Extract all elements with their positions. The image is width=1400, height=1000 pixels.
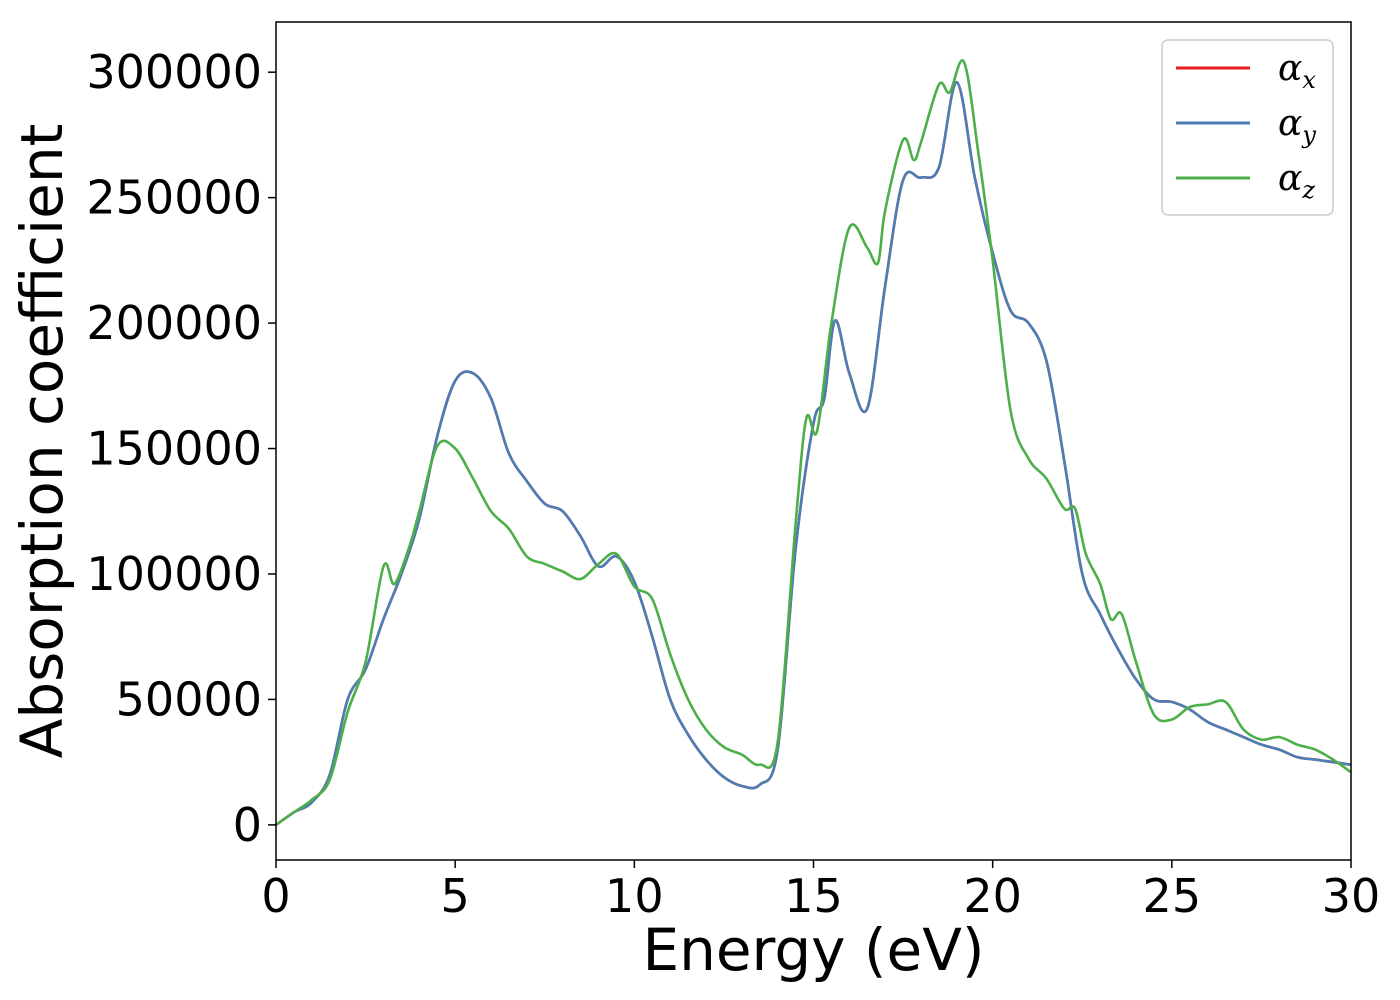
y-tick-label: 300000 (86, 45, 262, 99)
legend-box (1161, 39, 1334, 216)
x-tick-label: 15 (784, 869, 843, 923)
y-axis-ticks: 0 50000 100000 150000 200000 250000 300000 (86, 45, 276, 852)
y-tick-label: 150000 (86, 422, 262, 476)
y-tick-label: 0 (233, 798, 262, 852)
x-axis-ticks: 0 5 10 15 20 25 30 (261, 860, 1380, 923)
legend-label-y: αy (1278, 103, 1316, 149)
x-tick-label: 20 (963, 869, 1022, 923)
legend-label-x: αx (1278, 48, 1316, 94)
y-axis-label: Absorption coefficient (8, 124, 76, 759)
x-tick-label: 30 (1322, 869, 1381, 923)
x-tick-label: 25 (1143, 869, 1202, 923)
series-layer (275, 59, 1352, 826)
x-tick-label: 5 (441, 869, 470, 923)
y-tick-label: 100000 (86, 547, 262, 601)
legend: αx αy αz (1161, 39, 1334, 216)
y-tick-label: 50000 (116, 672, 262, 726)
x-tick-label: 0 (261, 869, 290, 923)
x-tick-label: 10 (605, 869, 664, 923)
x-axis-label: Energy (eV) (642, 916, 984, 984)
series-line-z (275, 59, 1352, 826)
series-line-y (275, 80, 1352, 826)
legend-label-z: αz (1278, 158, 1315, 204)
y-tick-label: 200000 (86, 296, 262, 350)
y-tick-label: 250000 (86, 171, 262, 225)
